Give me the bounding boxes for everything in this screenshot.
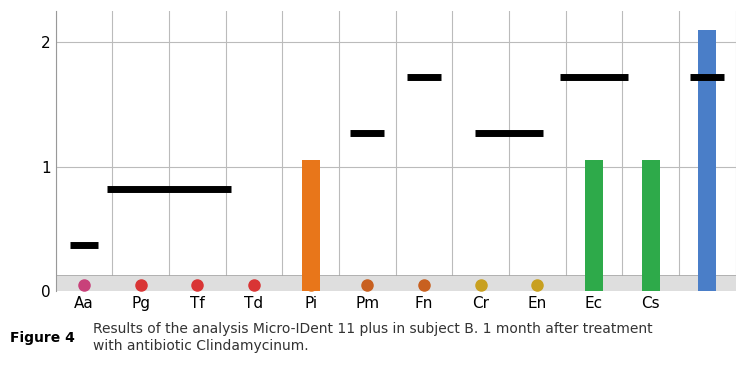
- Text: Results of the analysis Micro-IDent 11 plus in subject B. 1 month after treatmen: Results of the analysis Micro-IDent 11 p…: [93, 323, 652, 352]
- Bar: [641, 160, 660, 291]
- Text: Figure 4: Figure 4: [10, 330, 75, 345]
- Bar: [585, 160, 603, 291]
- Bar: [56, 275, 736, 291]
- Bar: [302, 160, 319, 291]
- Bar: [698, 30, 716, 291]
